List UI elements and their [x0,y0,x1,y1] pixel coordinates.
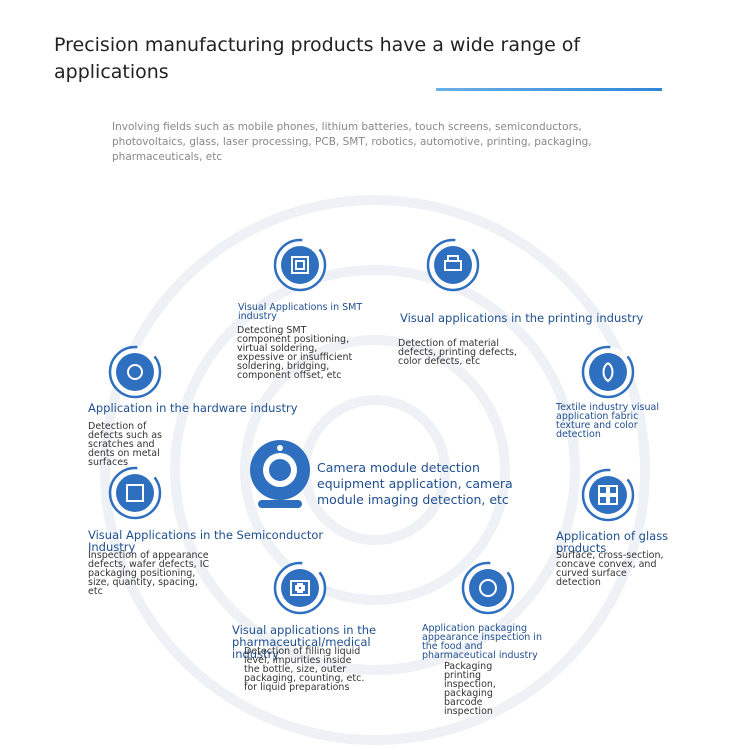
item-icon [108,345,162,399]
title: Precision manufacturing products have a … [54,34,581,83]
item-icon [273,238,327,292]
center-text: Camera module detection equipment applic… [317,460,513,507]
item-title: Visual applications in the printing indu… [400,311,644,325]
item-icon [426,238,480,292]
item-title: Textile industry visual application fabr… [556,402,659,440]
item-title: Application of glass products [556,529,669,555]
item-title: Application in the hardware industry [88,401,298,415]
item-description: Detection of defects such as scratches a… [88,421,162,468]
item-title: Visual applications in the pharmaceutica… [232,623,377,661]
item-icon [108,466,162,520]
item-description: Inspection of appearance defects, wafer … [88,550,210,597]
item-description: Surface, cross-section, concave convex, … [556,550,664,588]
item-icon [461,561,515,615]
item-icon [581,468,635,522]
accent-bar [436,88,662,91]
item-title: Visual Applications in SMT industry [238,302,363,322]
subtitle: Involving fields such as mobile phones, … [112,121,592,163]
item-title: Visual Applications in the Semiconductor… [88,528,324,554]
item-description: Packaging printing inspection, packaging… [444,661,496,717]
item-description: Detecting SMT component positioning, vir… [237,325,353,381]
item-description: Detection of material defects, printing … [398,338,518,367]
item-icon [273,561,327,615]
camera-icon [250,440,310,508]
item-description: Detection of filling liquid level, impur… [244,646,365,693]
item-icon [581,345,635,399]
item-title: Application packaging appearance inspect… [422,623,542,661]
